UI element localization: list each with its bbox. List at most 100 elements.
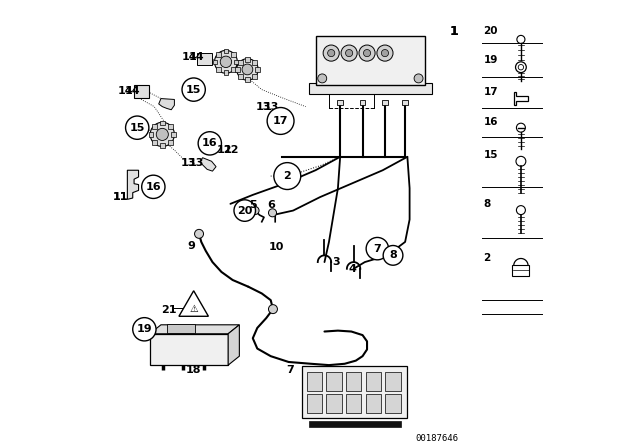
Bar bbox=[152, 124, 157, 129]
Bar bbox=[238, 74, 243, 79]
Circle shape bbox=[237, 59, 258, 80]
Circle shape bbox=[381, 49, 388, 56]
Text: 17: 17 bbox=[484, 87, 498, 97]
FancyBboxPatch shape bbox=[326, 394, 342, 413]
Bar bbox=[302, 366, 408, 418]
FancyBboxPatch shape bbox=[346, 372, 361, 391]
Text: 16: 16 bbox=[484, 117, 498, 127]
Bar bbox=[382, 100, 388, 105]
FancyBboxPatch shape bbox=[385, 372, 401, 391]
FancyBboxPatch shape bbox=[134, 85, 149, 98]
Text: 20: 20 bbox=[237, 206, 252, 215]
Circle shape bbox=[195, 229, 204, 238]
Circle shape bbox=[234, 200, 255, 221]
FancyBboxPatch shape bbox=[346, 394, 361, 413]
Bar bbox=[168, 124, 173, 129]
Text: 14: 14 bbox=[189, 52, 205, 62]
Bar bbox=[234, 60, 239, 64]
Circle shape bbox=[269, 305, 278, 314]
Circle shape bbox=[383, 246, 403, 265]
Bar bbox=[255, 67, 260, 72]
Bar bbox=[168, 140, 173, 145]
Bar bbox=[309, 421, 401, 427]
Text: 14: 14 bbox=[125, 86, 141, 96]
Circle shape bbox=[242, 64, 253, 75]
FancyBboxPatch shape bbox=[167, 324, 195, 333]
Text: 16: 16 bbox=[145, 182, 161, 192]
Bar bbox=[238, 60, 243, 65]
Circle shape bbox=[182, 78, 205, 101]
Polygon shape bbox=[127, 170, 139, 199]
Text: 7: 7 bbox=[374, 244, 381, 254]
Bar bbox=[309, 83, 432, 94]
Circle shape bbox=[359, 45, 375, 61]
Circle shape bbox=[125, 116, 149, 139]
Circle shape bbox=[220, 56, 232, 68]
Bar bbox=[224, 49, 228, 53]
FancyBboxPatch shape bbox=[307, 372, 322, 391]
Text: 19: 19 bbox=[136, 324, 152, 334]
FancyBboxPatch shape bbox=[385, 394, 401, 413]
Circle shape bbox=[156, 129, 168, 141]
Text: 2: 2 bbox=[284, 171, 291, 181]
Bar bbox=[172, 132, 176, 137]
Circle shape bbox=[214, 51, 237, 73]
Text: 2: 2 bbox=[484, 253, 491, 263]
FancyBboxPatch shape bbox=[513, 265, 529, 276]
Bar bbox=[150, 334, 228, 365]
Bar bbox=[316, 36, 425, 85]
Bar bbox=[213, 60, 218, 64]
Bar bbox=[245, 57, 250, 62]
Text: 3: 3 bbox=[333, 257, 340, 267]
Circle shape bbox=[346, 49, 353, 56]
Text: 13: 13 bbox=[256, 102, 271, 112]
FancyBboxPatch shape bbox=[307, 394, 322, 413]
FancyBboxPatch shape bbox=[197, 53, 212, 65]
Circle shape bbox=[366, 237, 388, 260]
FancyBboxPatch shape bbox=[365, 394, 381, 413]
Text: 12: 12 bbox=[224, 145, 239, 155]
Text: 13: 13 bbox=[264, 102, 279, 112]
Bar bbox=[160, 143, 164, 148]
Text: 7: 7 bbox=[286, 366, 294, 375]
Bar bbox=[403, 100, 408, 105]
Text: 17: 17 bbox=[273, 116, 289, 126]
Text: 16: 16 bbox=[202, 138, 218, 148]
Text: 13: 13 bbox=[180, 158, 196, 168]
Bar bbox=[245, 77, 250, 82]
Bar bbox=[224, 70, 228, 75]
Text: 1: 1 bbox=[449, 25, 458, 38]
Text: 5: 5 bbox=[250, 200, 257, 210]
Circle shape bbox=[364, 49, 371, 56]
Circle shape bbox=[328, 49, 335, 56]
Circle shape bbox=[267, 108, 294, 134]
Circle shape bbox=[341, 45, 357, 61]
Text: 20: 20 bbox=[484, 26, 498, 36]
Text: 12: 12 bbox=[216, 145, 232, 155]
Bar bbox=[252, 60, 257, 65]
Circle shape bbox=[414, 74, 423, 83]
FancyBboxPatch shape bbox=[326, 372, 342, 391]
Text: 18: 18 bbox=[186, 366, 202, 375]
Polygon shape bbox=[228, 325, 239, 365]
Text: 9: 9 bbox=[188, 241, 195, 250]
Text: 8: 8 bbox=[389, 250, 397, 260]
Circle shape bbox=[132, 318, 156, 341]
FancyBboxPatch shape bbox=[365, 372, 381, 391]
Text: 6: 6 bbox=[268, 200, 276, 210]
Circle shape bbox=[317, 74, 327, 83]
Circle shape bbox=[377, 45, 393, 61]
Text: 10: 10 bbox=[268, 242, 284, 252]
Text: 19: 19 bbox=[484, 56, 498, 65]
Circle shape bbox=[274, 163, 301, 190]
Bar bbox=[231, 52, 236, 56]
Circle shape bbox=[198, 132, 221, 155]
Text: 11: 11 bbox=[113, 192, 129, 202]
Text: 15: 15 bbox=[186, 85, 202, 95]
Text: 13: 13 bbox=[188, 158, 204, 168]
Circle shape bbox=[323, 45, 339, 61]
Bar bbox=[148, 132, 153, 137]
Polygon shape bbox=[200, 158, 216, 171]
Text: 14: 14 bbox=[181, 52, 197, 62]
Polygon shape bbox=[159, 99, 174, 110]
